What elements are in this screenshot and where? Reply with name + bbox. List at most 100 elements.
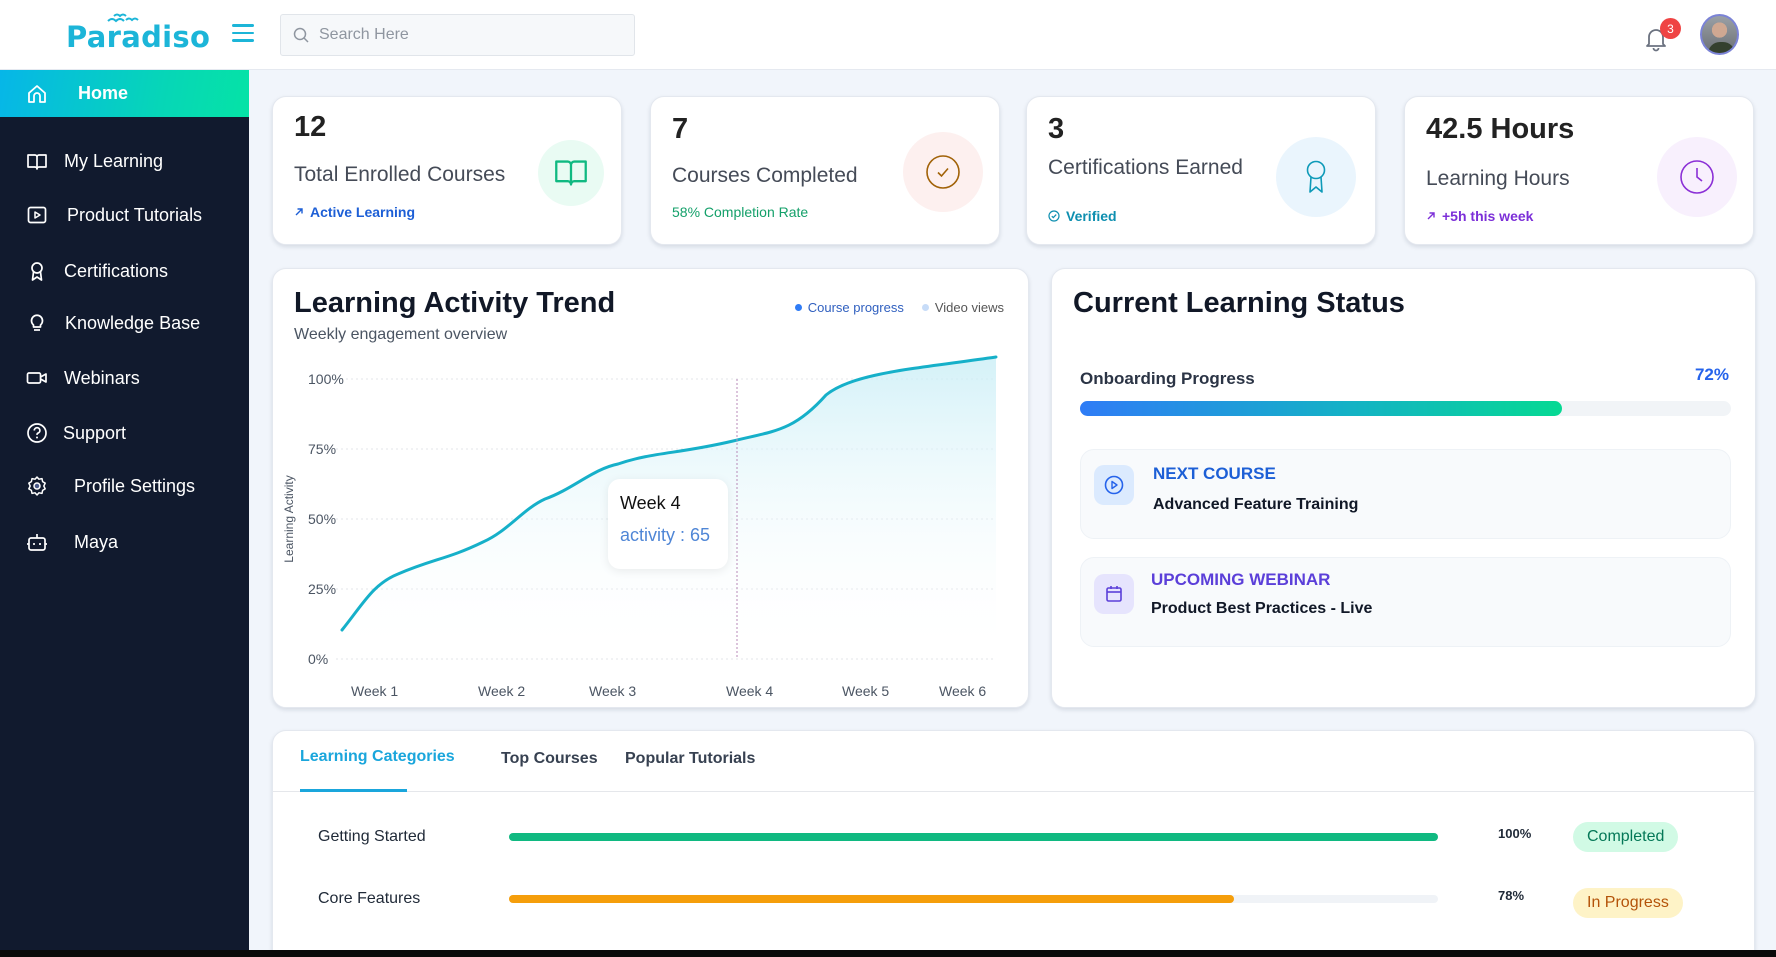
search-input[interactable] — [319, 26, 609, 44]
search-bar[interactable] — [280, 14, 635, 56]
birds-logo-icon — [107, 13, 139, 23]
award-icon — [1306, 160, 1326, 193]
stat-value: 12 — [294, 111, 327, 143]
home-icon — [28, 84, 46, 103]
sidebar-item-label: Certifications — [64, 260, 169, 281]
tooltip-value: activity : 65 — [620, 525, 711, 545]
hamburger-icon-bar — [232, 31, 254, 34]
sidebar-item-label: Profile Settings — [74, 475, 196, 496]
activity-trend-card: Learning Activity Trend Weekly engagemen… — [272, 268, 1029, 708]
user-avatar[interactable] — [1700, 14, 1739, 55]
webinar-kicker: UPCOMING WEBINAR — [1151, 570, 1331, 589]
category-percent: 78% — [1498, 888, 1525, 903]
stat-value: 42.5 Hours — [1426, 113, 1575, 145]
svg-text:100%: 100% — [308, 371, 344, 387]
sidebar-item-label: My Learning — [64, 150, 164, 171]
svg-text:Week 1: Week 1 — [351, 683, 398, 699]
play-square-icon — [27, 206, 47, 224]
stat-icon-circle — [1276, 137, 1356, 217]
next-course-kicker: NEXT COURSE — [1153, 464, 1276, 483]
svg-text:0%: 0% — [308, 651, 328, 667]
sidebar-item-webinars[interactable]: Webinars — [0, 354, 249, 402]
sidebar-item-label: Home — [78, 83, 129, 103]
info-icon-bg — [1094, 574, 1134, 614]
gear-icon — [28, 476, 46, 496]
award-icon — [31, 262, 43, 281]
bell-icon[interactable] — [1644, 26, 1668, 52]
tooltip-title: Week 4 — [620, 493, 681, 513]
book-open-icon — [555, 160, 587, 186]
stat-subtext: +5h this week — [1426, 208, 1533, 224]
next-course-box[interactable]: NEXT COURSE Advanced Feature Training — [1080, 449, 1731, 539]
legend-course-progress[interactable]: Course progress — [794, 300, 904, 315]
sidebar-item-support[interactable]: Support — [0, 409, 249, 457]
legend-dot-icon — [921, 304, 929, 311]
sidebar-item-maya[interactable]: Maya — [0, 518, 249, 566]
sidebar-item-my-learning[interactable]: My Learning — [0, 137, 249, 185]
stat-subtext: Active Learning — [294, 204, 415, 220]
category-progress-fill — [509, 833, 1438, 841]
stat-icon-circle — [538, 140, 604, 206]
sidebar-item-profile-settings[interactable]: Profile Settings — [0, 462, 249, 510]
sidebar-item-product-tutorials[interactable]: Product Tutorials — [0, 191, 249, 239]
status-title: Current Learning Status — [1073, 287, 1405, 319]
category-progress-bar — [509, 895, 1438, 903]
calendar-icon — [1106, 586, 1122, 602]
check-circle-icon — [1048, 210, 1060, 222]
category-row: Core Features 78% In Progress — [273, 888, 1754, 930]
bot-icon — [27, 534, 47, 551]
svg-text:Learning Activity: Learning Activity — [282, 475, 296, 562]
legend-dot-icon — [794, 304, 802, 311]
svg-text:50%: 50% — [308, 511, 336, 527]
sidebar-item-label: Support — [63, 422, 127, 443]
stat-label: Courses Completed — [672, 164, 858, 187]
learning-categories-card: Learning Categories Top Courses Popular … — [272, 730, 1755, 950]
play-circle-icon — [1104, 475, 1124, 495]
status-badge: In Progress — [1573, 888, 1683, 918]
stat-label: Total Enrolled Courses — [294, 163, 506, 186]
onboarding-progress-bar — [1080, 401, 1731, 416]
svg-text:Week 2: Week 2 — [478, 683, 525, 699]
stat-value: 3 — [1048, 113, 1065, 145]
chart-title: Learning Activity Trend — [294, 287, 616, 319]
help-circle-icon — [27, 423, 47, 443]
chart-tooltip: Week 4 activity : 65 — [608, 479, 728, 569]
stat-icon-circle — [903, 132, 983, 212]
category-progress-fill — [509, 895, 1234, 903]
sidebar-item-label: Product Tutorials — [67, 204, 203, 225]
webinar-title: Product Best Practices - Live — [1151, 600, 1373, 617]
onboarding-progress-fill — [1080, 401, 1562, 416]
stat-card-enrolled[interactable]: 12 Total Enrolled Courses Active Learnin… — [272, 96, 622, 245]
notification-badge: 3 — [1660, 18, 1681, 39]
next-course-title: Advanced Feature Training — [1153, 496, 1359, 513]
logo-text: Paradiso — [66, 20, 211, 54]
stat-label: Certifications Earned — [1048, 156, 1243, 179]
category-name: Getting Started — [318, 828, 426, 845]
upcoming-webinar-box[interactable]: UPCOMING WEBINAR Product Best Practices … — [1080, 557, 1731, 647]
svg-text:Week 5: Week 5 — [842, 683, 889, 699]
sidebar: Home My Learning Product Tutorials Certi… — [0, 70, 249, 950]
svg-text:75%: 75% — [308, 441, 336, 457]
menu-toggle-button[interactable] — [232, 24, 254, 42]
stat-subtext: Verified — [1048, 208, 1117, 224]
sidebar-item-knowledge-base[interactable]: Knowledge Base — [0, 299, 249, 347]
tab-top-courses[interactable]: Top Courses — [501, 750, 598, 767]
stat-card-hours[interactable]: 42.5 Hours Learning Hours +5h this week — [1404, 96, 1754, 245]
tab-popular-tutorials[interactable]: Popular Tutorials — [625, 750, 756, 767]
clock-icon — [1680, 160, 1714, 194]
chart-subtitle: Weekly engagement overview — [294, 326, 508, 343]
category-percent: 100% — [1498, 826, 1532, 841]
category-tabs: Learning Categories Top Courses Popular … — [273, 731, 1754, 792]
category-progress-bar — [509, 833, 1438, 841]
stat-value: 7 — [672, 113, 689, 145]
category-name: Core Features — [318, 890, 421, 907]
sidebar-item-certifications[interactable]: Certifications — [0, 247, 249, 295]
legend-video-views[interactable]: Video views — [921, 300, 1004, 315]
stat-card-certifications[interactable]: 3 Certifications Earned Verified — [1026, 96, 1376, 245]
tab-learning-categories[interactable]: Learning Categories — [300, 748, 455, 765]
stat-icon-circle — [1657, 137, 1737, 217]
stat-card-completed[interactable]: 7 Courses Completed 58% Completion Rate — [650, 96, 1000, 245]
sidebar-item-home[interactable]: Home — [0, 70, 249, 117]
logo[interactable]: Paradiso — [66, 12, 210, 58]
